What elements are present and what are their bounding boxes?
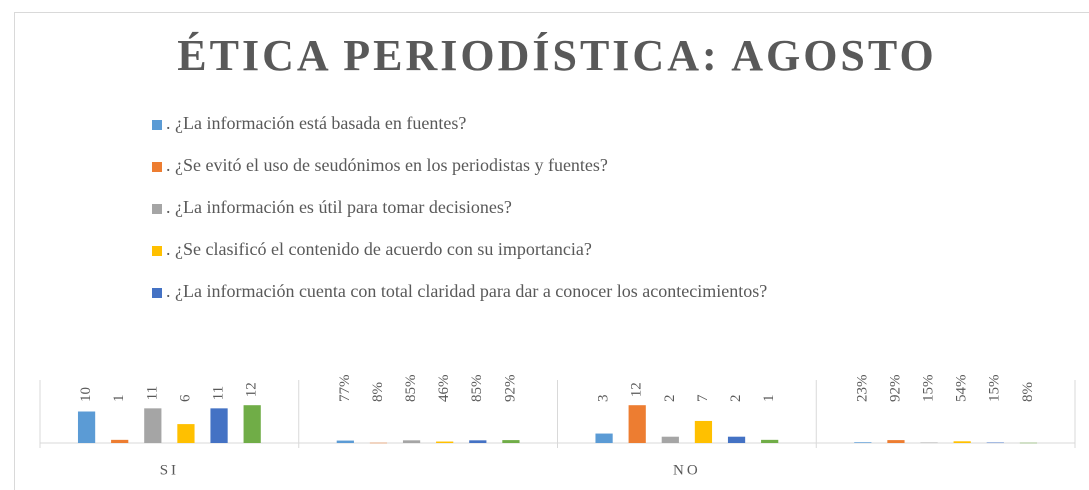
data-label: 2 — [662, 395, 678, 403]
legend-label: . ¿Se clasificó el contenido de acuerdo … — [166, 239, 592, 259]
bar — [111, 439, 129, 443]
bar — [761, 439, 779, 443]
data-label: 8% — [370, 382, 386, 402]
legend-swatch — [152, 120, 162, 130]
bar — [694, 420, 713, 443]
legend-label: . ¿La información es útil para tomar dec… — [166, 197, 512, 217]
data-label: 12 — [629, 382, 645, 397]
data-label: 92% — [502, 375, 518, 403]
bar — [953, 441, 971, 443]
bar — [1019, 442, 1038, 444]
legend-label: . ¿Se evitó el uso de seudónimos en los … — [166, 155, 608, 175]
bar — [727, 436, 746, 443]
data-label: 7 — [695, 394, 711, 402]
legend-swatch — [152, 288, 162, 298]
data-label: 15% — [921, 375, 937, 403]
legend-swatch — [152, 204, 162, 214]
data-label: 54% — [954, 375, 970, 403]
bar — [469, 440, 487, 443]
data-label: 77% — [337, 375, 353, 403]
bar — [369, 442, 388, 444]
data-label: 11 — [144, 386, 160, 400]
bar — [144, 408, 162, 443]
bar — [177, 424, 195, 443]
data-label: 1 — [111, 395, 127, 403]
data-label: 2 — [728, 395, 744, 403]
chart-frame — [14, 12, 1089, 490]
bar — [502, 440, 520, 443]
data-label: 46% — [436, 375, 452, 403]
data-label: 12 — [244, 382, 260, 397]
bar — [402, 440, 421, 443]
data-label: 92% — [887, 375, 903, 403]
data-label: 8% — [1020, 382, 1036, 402]
data-label: 1 — [761, 395, 777, 403]
bar — [77, 411, 96, 443]
data-label: 15% — [987, 375, 1003, 403]
data-label: 10 — [78, 387, 94, 402]
data-label: 85% — [469, 375, 485, 403]
bar — [628, 405, 646, 443]
data-label: 3 — [596, 395, 612, 403]
bar — [661, 436, 679, 443]
x-tick-label: SI — [160, 462, 179, 478]
bar — [243, 405, 261, 443]
data-label: 11 — [210, 386, 226, 400]
x-tick-label: NO — [673, 462, 701, 478]
bar — [887, 440, 905, 443]
bar — [986, 442, 1004, 444]
bar — [595, 433, 613, 443]
bar — [210, 408, 228, 443]
legend-swatch — [152, 162, 162, 172]
bar — [336, 440, 354, 443]
data-label: 6 — [177, 394, 193, 402]
bar — [920, 442, 938, 444]
legend-swatch — [152, 246, 162, 256]
legend-label: . ¿La información cuenta con total clari… — [166, 281, 767, 301]
bar — [436, 441, 454, 443]
bar — [854, 442, 872, 443]
legend-label: . ¿La información está basada en fuentes… — [166, 113, 466, 133]
chart-title: ÉTICA PERIODÍSTICA: AGOSTO — [177, 31, 936, 80]
data-label: 23% — [854, 375, 870, 403]
data-label: 85% — [403, 375, 419, 403]
